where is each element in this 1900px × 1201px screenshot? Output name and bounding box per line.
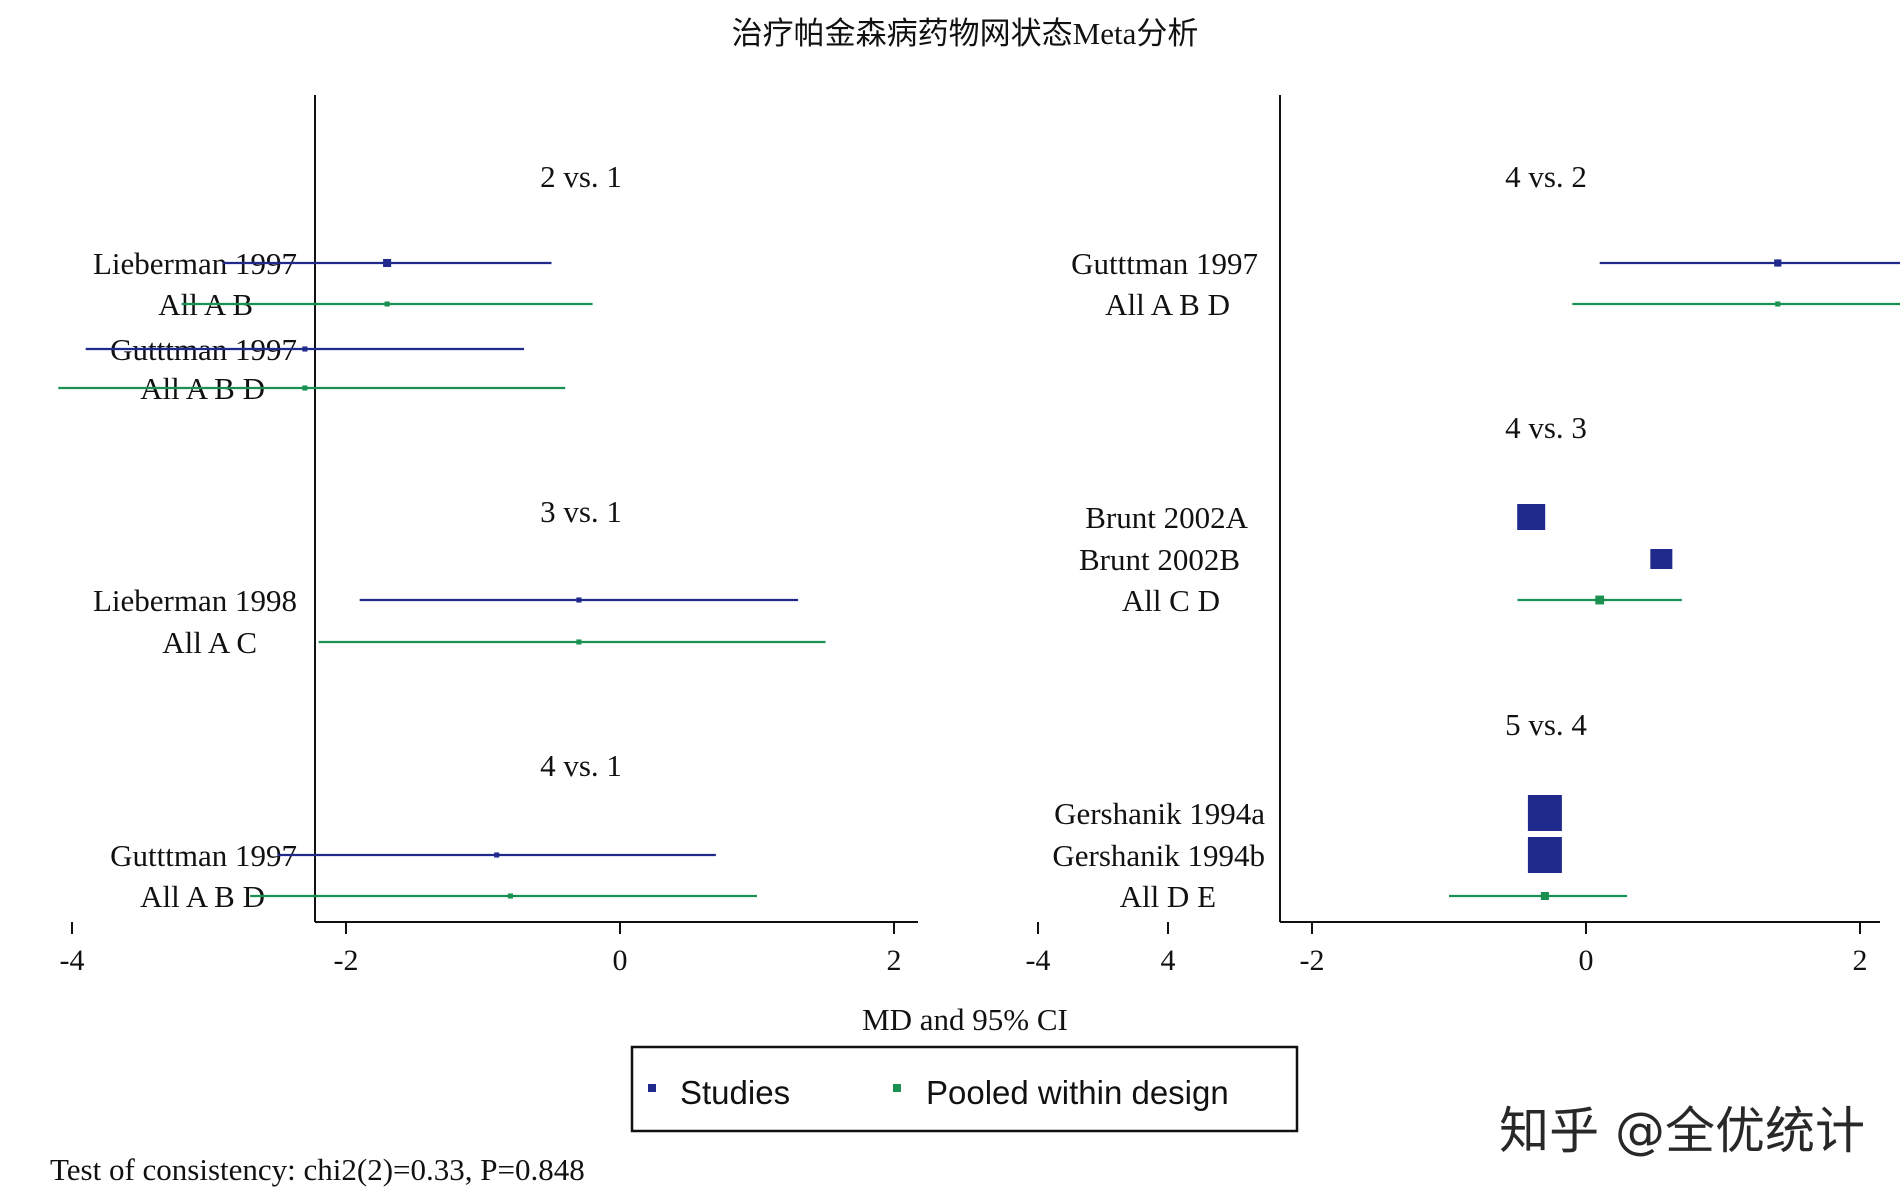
row-label: Gutttman 1997 — [1071, 246, 1258, 281]
row-label: Gutttman 1997 — [110, 838, 297, 873]
consistency-test-footnote: Test of consistency: chi2(2)=0.33, P=0.8… — [50, 1152, 585, 1187]
legend-swatch-studies — [648, 1084, 656, 1092]
x-tick-label: 4 — [1161, 944, 1176, 977]
group-header: 4 vs. 2 — [1505, 159, 1587, 194]
x-tick-label: -2 — [1300, 944, 1325, 977]
pooled-point-marker — [302, 385, 307, 390]
group-header: 5 vs. 4 — [1505, 707, 1587, 742]
legend-label-studies: Studies — [680, 1074, 790, 1111]
legend-label-pooled: Pooled within design — [926, 1074, 1229, 1111]
row-label: All A B D — [140, 879, 265, 914]
group-header: 3 vs. 1 — [540, 494, 622, 529]
row-label: Gershanik 1994b — [1052, 838, 1265, 873]
x-tick-label: -4 — [1026, 944, 1051, 977]
study-point-marker — [1528, 795, 1562, 831]
x-tick-label: 2 — [887, 944, 902, 977]
study-point-marker — [494, 852, 499, 857]
x-tick-label: 0 — [613, 944, 628, 977]
chart-title: 治疗帕金森病药物网状态Meta分析 — [732, 16, 1199, 51]
row-label: All C D — [1122, 583, 1220, 618]
study-point-marker — [576, 597, 581, 602]
legend: Studies Pooled within design — [632, 1047, 1297, 1131]
study-point-marker — [1774, 259, 1781, 266]
pooled-point-marker — [576, 639, 581, 644]
pooled-point-marker — [508, 893, 513, 898]
group-header: 4 vs. 3 — [1505, 410, 1587, 445]
row-label: Brunt 2002B — [1079, 542, 1240, 577]
study-point-marker — [1528, 837, 1562, 873]
study-point-marker — [302, 346, 307, 351]
pooled-point-marker — [1541, 892, 1549, 900]
row-label: All D E — [1120, 879, 1216, 914]
x-tick-label: 2 — [1853, 944, 1868, 977]
study-point-marker — [1517, 504, 1545, 530]
study-point-marker — [383, 259, 391, 267]
group-header: 2 vs. 1 — [540, 159, 622, 194]
watermark: 知乎 @全优统计 — [1499, 1102, 1865, 1160]
study-point-marker — [1650, 549, 1672, 569]
x-axis-label: MD and 95% CI — [862, 1002, 1068, 1037]
x-tick-label: -4 — [60, 944, 85, 977]
row-label: All A B D — [1105, 287, 1230, 322]
row-label: Lieberman 1998 — [93, 583, 297, 618]
row-label: Brunt 2002A — [1085, 500, 1248, 535]
pooled-point-marker — [385, 301, 390, 306]
pooled-point-marker — [1775, 301, 1780, 306]
row-label: Gershanik 1994a — [1054, 796, 1265, 831]
x-tick-label: -2 — [334, 944, 359, 977]
row-label: All A C — [162, 625, 257, 660]
x-tick-label: 0 — [1579, 944, 1594, 977]
pooled-point-marker — [1595, 596, 1604, 605]
group-header: 4 vs. 1 — [540, 748, 622, 783]
legend-swatch-pooled — [893, 1084, 901, 1092]
panel-2: -4 -2 0 2 4 4 vs. 2 Gutttman 1997 All A B D 4 vs… — [1026, 95, 1900, 977]
